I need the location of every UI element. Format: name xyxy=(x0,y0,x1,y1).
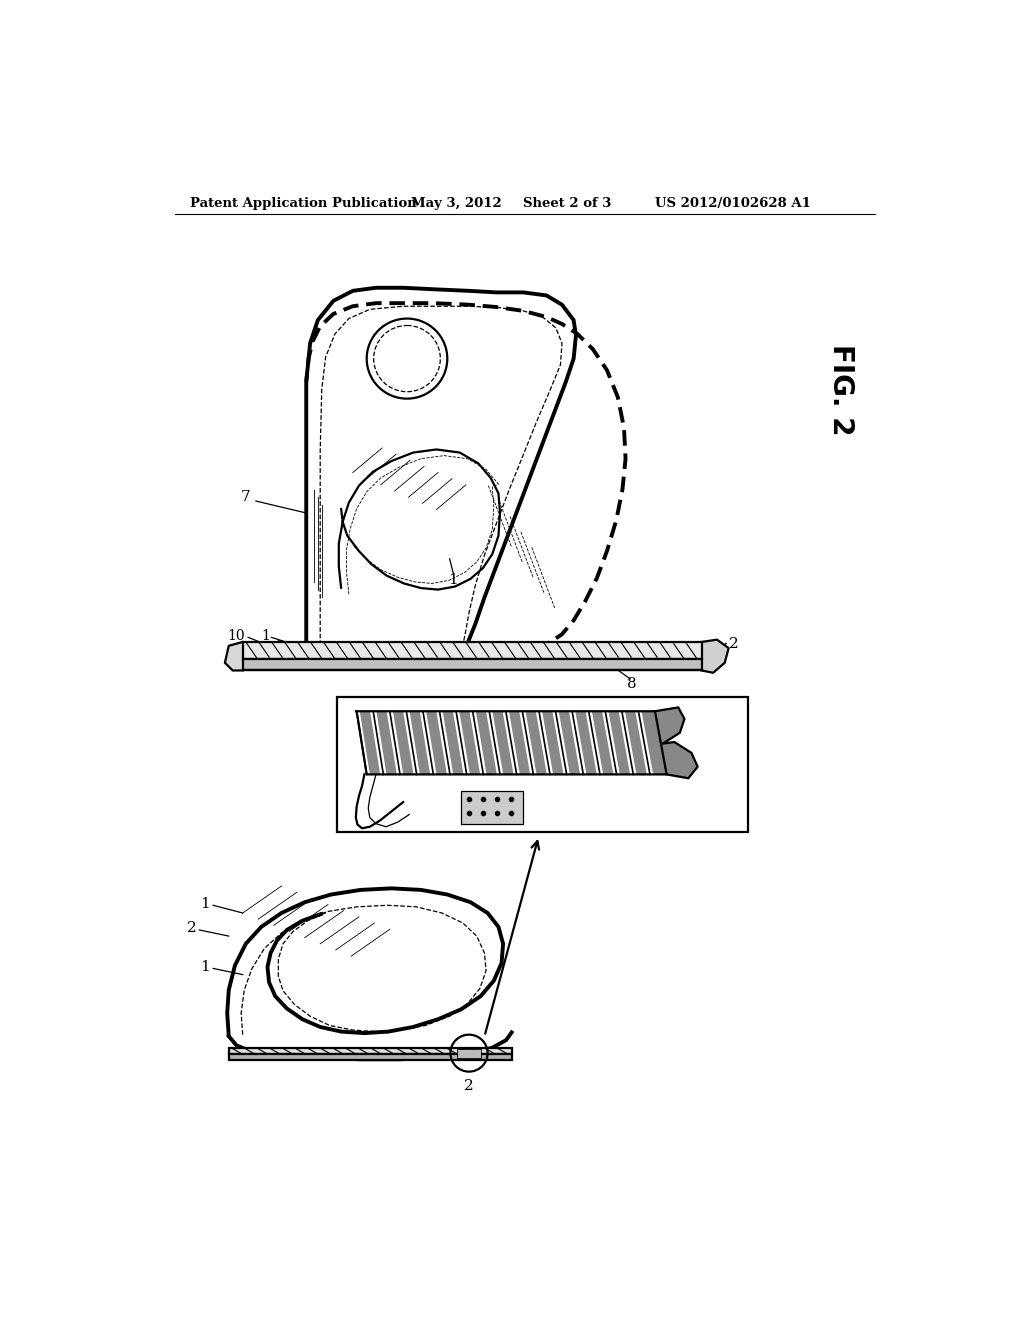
Polygon shape xyxy=(356,711,667,775)
Text: May 3, 2012: May 3, 2012 xyxy=(411,197,502,210)
Bar xyxy=(243,642,701,659)
Polygon shape xyxy=(225,642,243,671)
Bar xyxy=(457,1048,481,1057)
Text: 1: 1 xyxy=(201,960,210,974)
Text: 2: 2 xyxy=(729,636,739,651)
Text: FIG. 2: FIG. 2 xyxy=(827,343,855,436)
Text: 4: 4 xyxy=(459,775,467,789)
Polygon shape xyxy=(701,640,729,673)
Text: 2: 2 xyxy=(464,1080,474,1093)
Bar xyxy=(461,792,523,824)
Text: 2: 2 xyxy=(275,640,285,655)
Bar xyxy=(243,659,701,671)
Text: Patent Application Publication: Patent Application Publication xyxy=(190,197,417,210)
Bar xyxy=(228,1053,512,1060)
Text: 5: 5 xyxy=(504,698,512,711)
Text: 2: 2 xyxy=(186,921,197,936)
Bar xyxy=(228,1048,512,1053)
Text: 8: 8 xyxy=(627,677,637,692)
Text: US 2012/0102628 A1: US 2012/0102628 A1 xyxy=(655,197,811,210)
Text: 2: 2 xyxy=(409,780,418,793)
Text: 10: 10 xyxy=(227,628,246,643)
Text: 1: 1 xyxy=(201,896,210,911)
Bar xyxy=(337,697,748,832)
Polygon shape xyxy=(655,708,697,779)
Text: Sheet 2 of 3: Sheet 2 of 3 xyxy=(523,197,611,210)
Text: 7: 7 xyxy=(241,490,251,504)
Text: 1: 1 xyxy=(449,573,459,587)
Text: 6: 6 xyxy=(352,774,361,788)
Text: 1: 1 xyxy=(261,628,270,643)
Text: 1: 1 xyxy=(364,701,373,715)
